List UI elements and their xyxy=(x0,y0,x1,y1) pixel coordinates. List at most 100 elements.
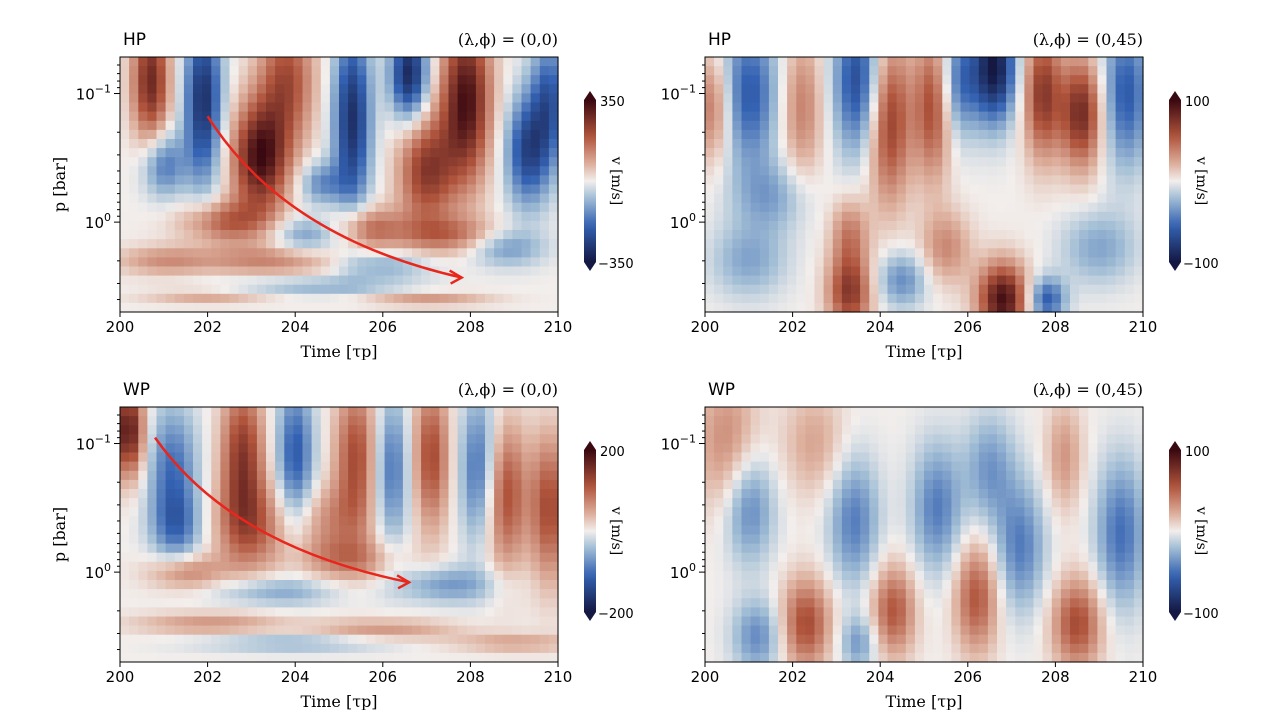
heatmap-cell xyxy=(129,534,139,545)
heatmap-cell xyxy=(503,443,513,454)
heatmap-cell xyxy=(521,589,532,599)
heatmap-cell xyxy=(741,507,752,517)
heatmap-cell xyxy=(503,166,513,176)
heatmap-cell xyxy=(933,257,943,268)
heatmap-cell xyxy=(129,239,139,249)
heatmap-cell xyxy=(1060,184,1071,195)
heatmap-cell xyxy=(494,552,504,563)
heatmap-cell xyxy=(741,561,752,572)
heatmap-cell xyxy=(348,625,358,636)
heatmap-cell xyxy=(530,66,541,76)
heatmap-cell xyxy=(723,543,733,554)
heatmap-cell xyxy=(311,275,322,286)
heatmap-cell xyxy=(120,102,130,113)
heatmap-cell xyxy=(475,443,486,454)
heatmap-cell xyxy=(741,652,752,663)
heatmap-cell xyxy=(1079,302,1089,313)
heatmap-cell xyxy=(174,552,185,563)
heatmap-cell xyxy=(759,607,770,618)
heatmap-cell xyxy=(129,479,139,490)
heatmap-cell xyxy=(851,589,861,599)
heatmap-cell xyxy=(457,129,468,140)
heatmap-cell xyxy=(156,184,167,195)
heatmap-cell xyxy=(732,407,743,417)
heatmap-cell xyxy=(723,561,733,572)
heatmap-cell xyxy=(402,239,413,249)
heatmap-cell xyxy=(530,257,541,268)
heatmap-cell xyxy=(311,184,322,195)
heatmap-cell xyxy=(1088,220,1098,231)
heatmap-cell xyxy=(375,580,386,590)
heatmap-cell xyxy=(311,129,322,140)
heatmap-cell xyxy=(933,284,943,295)
heatmap-cell xyxy=(147,561,158,572)
heatmap-cell xyxy=(741,525,752,536)
heatmap-cell xyxy=(247,75,258,85)
heatmap-cell xyxy=(860,239,870,249)
heatmap-cell xyxy=(430,407,440,417)
heatmap-cell xyxy=(723,302,733,313)
heatmap-cell xyxy=(521,266,532,277)
heatmap-cell xyxy=(466,652,477,663)
heatmap-cell xyxy=(448,175,459,186)
heatmap-cell xyxy=(503,230,513,240)
heatmap-cell xyxy=(778,111,788,122)
heatmap-cell xyxy=(832,275,843,286)
heatmap-cell xyxy=(796,230,806,240)
heatmap-cell xyxy=(997,93,1007,104)
heatmap-cell xyxy=(1115,175,1126,186)
heatmap-cell xyxy=(457,489,468,499)
heatmap-cell xyxy=(787,302,797,313)
heatmap-cell xyxy=(202,598,212,608)
heatmap-cell xyxy=(1115,148,1126,158)
heatmap-cell xyxy=(320,293,331,304)
heatmap-cell xyxy=(832,148,843,158)
heatmap-cell xyxy=(156,643,167,654)
heatmap-cell xyxy=(211,66,221,76)
heatmap-cell xyxy=(805,643,816,654)
heatmap-cell xyxy=(823,202,834,213)
heatmap-cell xyxy=(530,184,541,195)
heatmap-cell xyxy=(832,452,843,463)
heatmap-cell xyxy=(439,516,450,526)
heatmap-cell xyxy=(887,552,898,563)
heatmap-cell xyxy=(266,75,276,85)
heatmap-cell xyxy=(421,75,431,85)
heatmap-cell xyxy=(503,434,513,444)
heatmap-cell xyxy=(284,589,294,599)
heatmap-cell xyxy=(768,230,779,240)
heatmap-cell xyxy=(512,184,523,195)
heatmap-cell xyxy=(229,66,240,76)
heatmap-cell xyxy=(448,534,459,545)
heatmap-cell xyxy=(539,561,550,572)
heatmap-cell xyxy=(539,598,550,608)
heatmap-cell xyxy=(978,293,989,304)
heatmap-cell xyxy=(402,120,413,131)
heatmap-cell xyxy=(174,598,185,608)
heatmap-cell xyxy=(521,211,532,222)
heatmap-cell xyxy=(814,157,825,167)
heatmap-cell xyxy=(266,257,276,268)
heatmap-cell xyxy=(348,93,358,104)
heatmap-cell xyxy=(329,75,340,85)
heatmap-cell xyxy=(705,139,715,149)
heatmap-cell xyxy=(878,616,889,627)
heatmap-cell xyxy=(1033,166,1044,176)
heatmap-cell xyxy=(165,489,176,499)
heatmap-cell xyxy=(393,516,404,526)
heatmap-cell xyxy=(933,534,943,545)
heatmap-cell xyxy=(832,284,843,295)
heatmap-cell xyxy=(787,275,797,286)
heatmap-cell xyxy=(1042,111,1053,122)
heatmap-cell xyxy=(348,652,358,663)
heatmap-cell xyxy=(284,534,294,545)
heatmap-cell xyxy=(1097,57,1108,67)
heatmap-cell xyxy=(284,479,294,490)
heatmap-cell xyxy=(339,175,349,186)
heatmap-cell xyxy=(814,257,825,268)
heatmap-cell xyxy=(211,120,221,131)
heatmap-cell xyxy=(1024,75,1035,85)
heatmap-cell xyxy=(530,211,541,222)
heatmap-cell xyxy=(1115,84,1126,94)
heatmap-cell xyxy=(732,507,743,517)
